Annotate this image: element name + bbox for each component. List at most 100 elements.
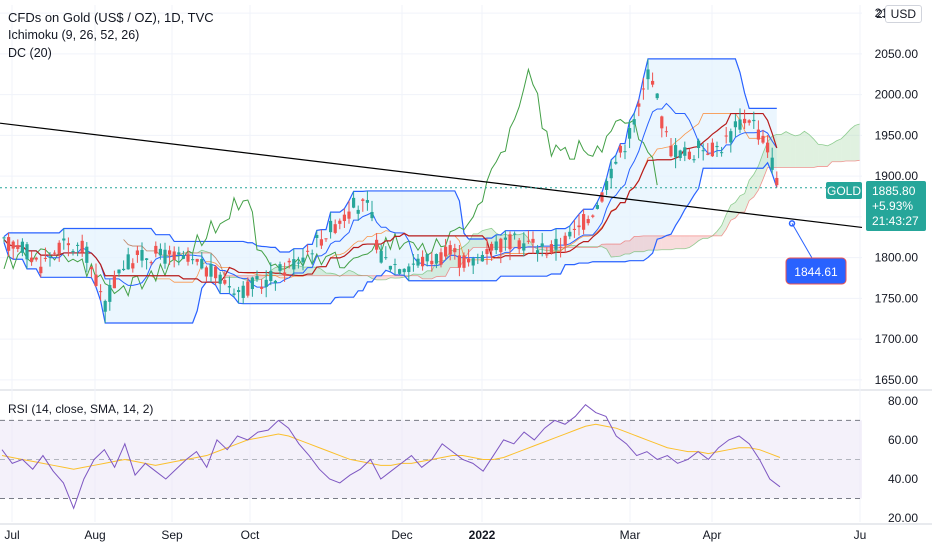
price-tick-label: 1700.00 <box>875 332 919 346</box>
time-tick-label: Sep <box>161 528 183 542</box>
candle-body <box>7 237 11 251</box>
price-tag-change: +5.93% <box>872 199 913 213</box>
candle-body <box>706 153 710 155</box>
candle-body <box>526 240 530 242</box>
candle-body <box>283 272 287 276</box>
rsi-tick-label: 40.00 <box>888 472 918 486</box>
candle-body <box>439 252 443 265</box>
candle-body <box>122 268 126 271</box>
candle-body <box>370 211 374 219</box>
candle-body <box>30 257 34 262</box>
donchian-legend[interactable]: DC (20) <box>8 46 52 60</box>
candle-body <box>651 80 655 85</box>
currency-badge[interactable]: USD <box>884 5 922 23</box>
price-axis[interactable]: 2100.002050.002000.001950.001900.001850.… <box>875 6 919 525</box>
ichimoku-cloud-segment <box>385 275 391 280</box>
candle-body <box>471 258 475 266</box>
price-pane[interactable] <box>2 58 860 324</box>
candle-body <box>315 234 319 238</box>
candle-body <box>356 209 360 214</box>
candle-body <box>490 243 494 251</box>
ichimoku-cloud-segment <box>703 235 708 239</box>
candle-body <box>43 257 47 259</box>
candle-body <box>20 241 24 253</box>
ichimoku-cloud-segment <box>326 273 331 276</box>
ichimoku-cloud-segment <box>822 144 828 167</box>
candle-body <box>306 250 310 252</box>
candle-body <box>145 258 149 260</box>
time-tick-label: Ju <box>854 528 867 542</box>
candle-body <box>2 237 6 239</box>
ichimoku-cloud-segment <box>818 144 823 167</box>
rsi-pane[interactable] <box>0 404 862 510</box>
candle-body <box>310 253 314 255</box>
candle-body <box>457 255 461 268</box>
callout-leader <box>791 223 813 259</box>
candle-body <box>34 257 38 260</box>
ichimoku-legend[interactable]: Ichimoku (9, 26, 52, 26) <box>8 28 140 42</box>
candle-body <box>99 291 103 293</box>
candle-body <box>181 255 185 259</box>
candle-body <box>232 293 236 295</box>
candle-body <box>25 244 29 260</box>
candle-body <box>246 281 250 296</box>
candle-body <box>674 145 678 158</box>
candle-body <box>600 192 604 202</box>
price-tag-bg <box>866 181 926 231</box>
candle-body <box>664 131 668 133</box>
candle-body <box>692 159 696 161</box>
price-tick-label: 2000.00 <box>875 88 919 102</box>
candle-body <box>770 157 774 170</box>
candle-body <box>278 264 282 271</box>
tenkan-sen <box>3 102 778 288</box>
candle-body <box>729 131 733 143</box>
price-tag-price: 1885.80 <box>872 184 916 198</box>
candle-body <box>480 254 484 262</box>
ichimoku-cloud-segment <box>629 236 635 255</box>
candle-body <box>255 276 259 280</box>
candle-body <box>540 243 544 247</box>
donchian-fill <box>4 58 777 323</box>
candle-body <box>678 150 682 158</box>
candle-body <box>204 267 208 277</box>
candle-body <box>163 249 167 264</box>
ichimoku-cloud-segment <box>799 131 805 168</box>
candle-body <box>453 248 457 253</box>
lagging-span <box>3 67 658 298</box>
candle-body <box>421 256 425 267</box>
candle-body <box>384 257 388 259</box>
candle-body <box>287 260 291 263</box>
candle-body <box>485 248 489 255</box>
candle-body <box>218 274 222 284</box>
candle-body <box>609 168 613 179</box>
time-axis[interactable]: Jul Aug Sep Oct Dec 2022 Mar Apr Ju <box>4 528 866 542</box>
candle-body <box>186 254 190 262</box>
candle-body <box>577 225 581 228</box>
price-tick-label: 1950.00 <box>875 128 919 142</box>
candle-body <box>273 280 277 284</box>
candle-body <box>434 254 438 264</box>
candle-body <box>697 140 701 149</box>
candle-body <box>269 270 273 282</box>
candle-body <box>444 246 448 257</box>
candle-body <box>591 215 595 217</box>
symbol-tag-bg <box>826 182 862 199</box>
ichimoku-cloud-segment <box>717 225 722 236</box>
ichimoku-cloud-segment <box>680 235 685 249</box>
ichimoku-cloud-segment <box>753 165 759 197</box>
ichimoku-cloud-segment <box>606 244 612 258</box>
candle-body <box>375 239 379 250</box>
candle-body <box>342 214 346 222</box>
candle-body <box>733 121 737 128</box>
candle-body <box>103 300 107 312</box>
candle-body <box>200 258 204 269</box>
ichimoku-cloud-segment <box>661 235 667 250</box>
rsi-legend[interactable]: RSI (14, close, SMA, 14, 2) <box>8 402 154 416</box>
candle-body <box>646 69 650 80</box>
overlays: 1844.61 GOLD 1885.80+5.93%21:43:27 <box>0 122 926 285</box>
candle-body <box>522 243 526 251</box>
chart-title[interactable]: CFDs on Gold (US$ / OZ), 1D, TVC <box>8 10 214 25</box>
candle-body <box>11 241 15 249</box>
candle-body <box>80 240 84 253</box>
